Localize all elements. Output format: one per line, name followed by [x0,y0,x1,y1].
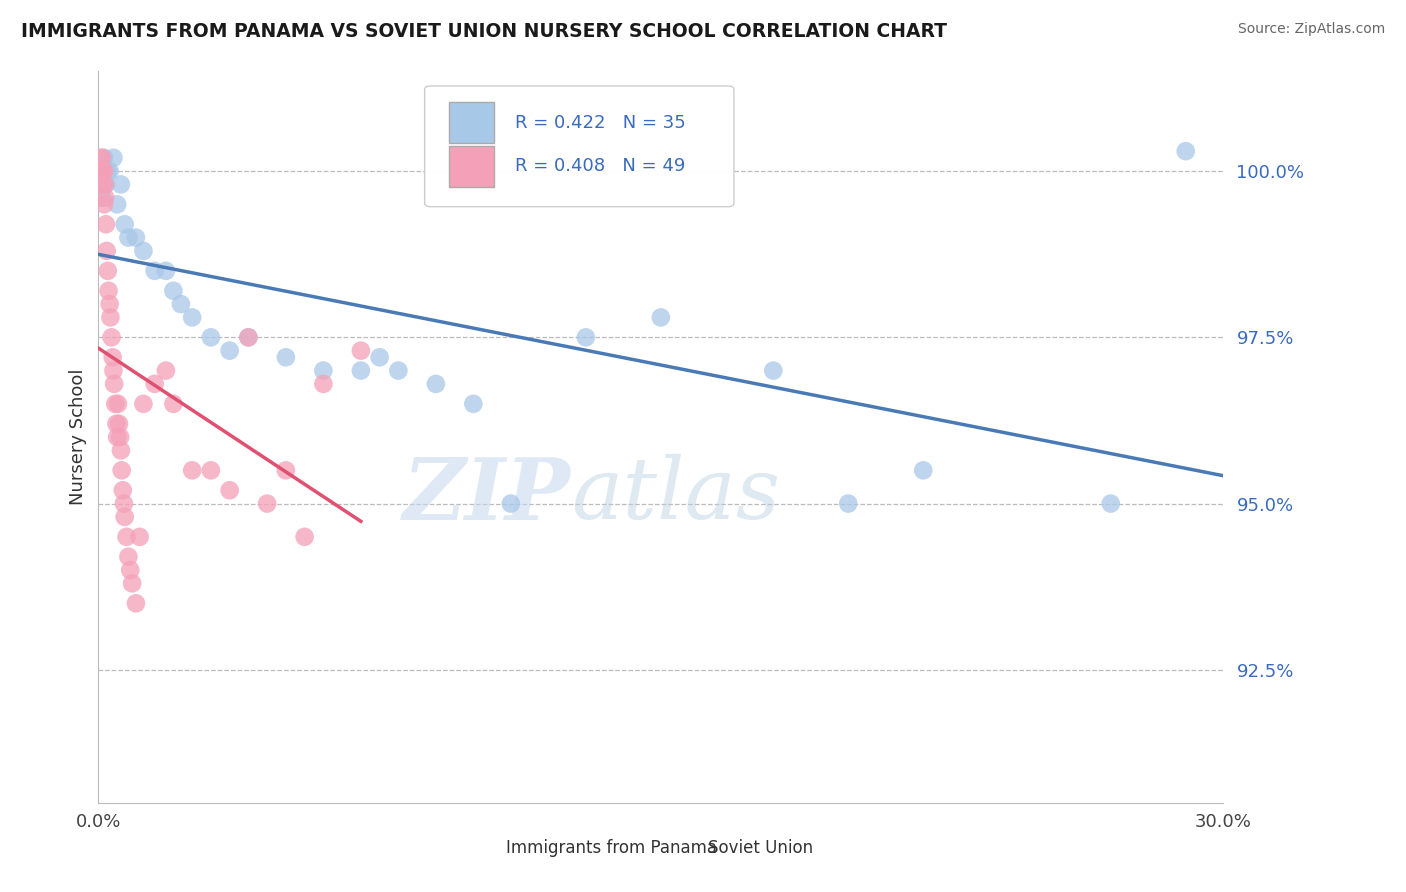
Point [96,244,118,258]
Point [650,310,672,325]
Point [312,376,335,391]
FancyBboxPatch shape [425,86,734,207]
Point [93,164,115,178]
Point [100,310,122,325]
Point [274,351,297,365]
Point [162,284,184,298]
Point [97,284,120,298]
Point [218,343,240,358]
Point [1174,144,1197,158]
Point [162,397,184,411]
Point [463,397,485,411]
Point [837,497,859,511]
Point [120,563,142,577]
Point [91,151,114,165]
Point [425,376,447,391]
Point [104,397,127,411]
Point [103,363,125,377]
Point [181,463,204,477]
Point [200,463,222,477]
Text: R = 0.422   N = 35: R = 0.422 N = 35 [515,113,685,131]
Point [90,164,112,178]
Point [94,178,117,192]
Point [125,230,148,244]
Point [94,217,117,231]
Point [98,164,121,178]
Point [105,197,128,211]
Point [98,297,121,311]
Point [181,310,204,325]
Point [143,264,166,278]
Point [238,330,260,344]
Point [387,363,409,377]
Text: atlas: atlas [571,454,780,537]
Point [89,151,111,165]
Point [111,463,134,477]
Point [108,430,131,444]
Point [101,351,124,365]
Text: Source: ZipAtlas.com: Source: ZipAtlas.com [1237,22,1385,37]
Point [114,217,136,231]
Point [117,230,139,244]
Point [256,497,278,511]
Text: ZIP: ZIP [404,454,571,537]
Point [105,417,128,431]
Point [912,463,935,477]
Y-axis label: Nursery School: Nursery School [69,368,87,506]
Text: Soviet Union: Soviet Union [709,839,813,857]
Point [200,330,222,344]
Point [100,330,122,344]
Point [91,191,114,205]
Point [128,530,150,544]
Point [143,376,166,391]
Point [155,363,177,377]
Point [93,197,115,211]
Point [111,483,134,498]
Point [107,397,129,411]
Point [294,530,316,544]
Point [218,483,240,498]
Point [112,497,135,511]
Point [312,363,335,377]
Point [91,178,114,192]
Point [117,549,139,564]
Point [114,509,136,524]
Point [105,430,128,444]
Point [121,576,143,591]
Point [170,297,193,311]
FancyBboxPatch shape [457,838,499,870]
Point [94,178,117,192]
Point [103,151,125,165]
Point [499,497,522,511]
Point [368,351,391,365]
FancyBboxPatch shape [659,838,702,870]
Point [274,463,297,477]
Point [115,530,138,544]
Point [110,443,132,458]
Point [132,397,155,411]
Point [762,363,785,377]
Point [108,417,131,431]
Point [103,376,125,391]
Point [97,264,120,278]
Point [350,343,373,358]
Point [238,330,260,344]
Text: IMMIGRANTS FROM PANAMA VS SOVIET UNION NURSERY SCHOOL CORRELATION CHART: IMMIGRANTS FROM PANAMA VS SOVIET UNION N… [21,22,948,41]
Point [155,264,177,278]
Point [125,596,148,610]
Point [350,363,373,377]
Point [93,151,115,165]
Point [97,164,120,178]
FancyBboxPatch shape [450,102,495,144]
Point [110,178,132,192]
Text: R = 0.408   N = 49: R = 0.408 N = 49 [515,158,685,176]
Point [132,244,155,258]
Point [94,191,117,205]
FancyBboxPatch shape [450,145,495,187]
Text: Immigrants from Panama: Immigrants from Panama [506,839,717,857]
Point [1099,497,1122,511]
Point [91,164,114,178]
Point [575,330,598,344]
